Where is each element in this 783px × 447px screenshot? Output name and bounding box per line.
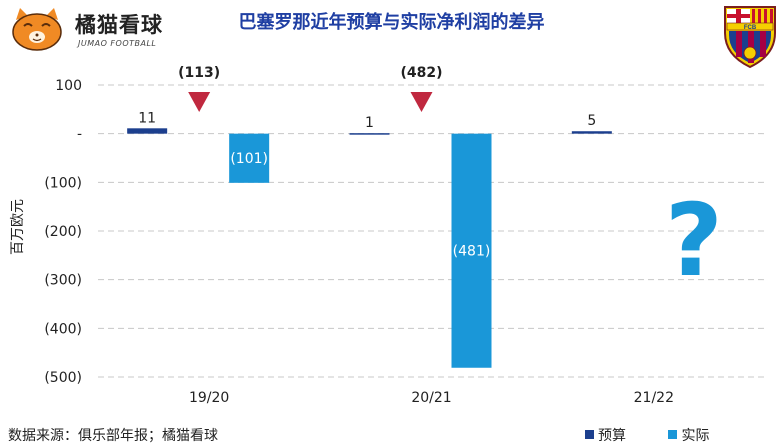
x-tick-label: 21/22 xyxy=(634,390,674,406)
brand-subtitle: JUMAO FOOTBALL xyxy=(78,39,157,48)
x-tick-label: 19/20 xyxy=(189,390,229,406)
y-axis-label: 百万欧元 xyxy=(10,199,26,255)
chart-title: 巴塞罗那近年预算与实际净利润的差异 xyxy=(238,12,545,33)
header: 橘猫看球 JUMAO FOOTBALL 巴塞罗那近年预算与实际净利润的差异 FC… xyxy=(0,0,783,69)
fc-barcelona-crest-icon: FCB xyxy=(724,6,776,69)
x-tick-label: 20/21 xyxy=(411,390,451,406)
y-tick-label: (500) xyxy=(44,370,82,386)
data-labels: 11 1 5(101)(481) xyxy=(138,110,596,259)
question-mark-annotation: ? xyxy=(665,182,723,299)
y-axis: 100 - (100) (200) (300) (400) (500) xyxy=(44,78,82,386)
data-label: 1 xyxy=(365,115,374,131)
legend-item-actual: 实际 xyxy=(668,425,709,445)
y-tick-label: - xyxy=(77,127,82,143)
legend-swatch-budget xyxy=(585,430,594,439)
gap-marker-icon xyxy=(188,92,211,112)
brand-name: 橘猫看球 xyxy=(75,13,163,37)
legend-swatch-actual xyxy=(668,430,678,439)
bars xyxy=(127,128,612,368)
x-axis: 19/20 20/21 21/22 xyxy=(189,390,674,406)
data-label: (101) xyxy=(230,151,268,167)
bar-actual-19-20 xyxy=(229,133,270,183)
bar-actual-20-21 xyxy=(451,133,492,368)
data-label: (481) xyxy=(453,244,491,260)
legend: 预算 实际 xyxy=(585,425,747,445)
cat-logo-icon xyxy=(12,8,62,51)
legend-item-budget: 预算 xyxy=(585,425,626,445)
bar-budget-19-20 xyxy=(127,128,168,134)
y-tick-label: (200) xyxy=(44,224,82,240)
gap-label: (482) xyxy=(400,65,442,81)
gridlines xyxy=(98,84,765,378)
gap-label: (113) xyxy=(178,65,220,81)
y-tick-label: (100) xyxy=(44,175,82,191)
bar-budget-20-21 xyxy=(349,133,390,135)
data-label: 5 xyxy=(587,113,596,129)
data-label: 11 xyxy=(138,110,156,126)
legend-label-budget: 预算 xyxy=(598,428,626,444)
annotations: ? xyxy=(665,182,723,299)
gap-marker-icon xyxy=(410,92,433,112)
bar-budget-21-22 xyxy=(571,131,612,134)
y-tick-label: (300) xyxy=(44,273,82,289)
y-tick-label: (400) xyxy=(44,321,82,337)
y-tick-label: 100 xyxy=(55,78,82,94)
legend-label-actual: 实际 xyxy=(681,428,710,444)
svg-text:FCB: FCB xyxy=(744,25,757,31)
source-note: 数据来源：俱乐部年报；橘猫看球 xyxy=(8,428,218,444)
gap-markers: (113) (482) xyxy=(178,65,443,112)
